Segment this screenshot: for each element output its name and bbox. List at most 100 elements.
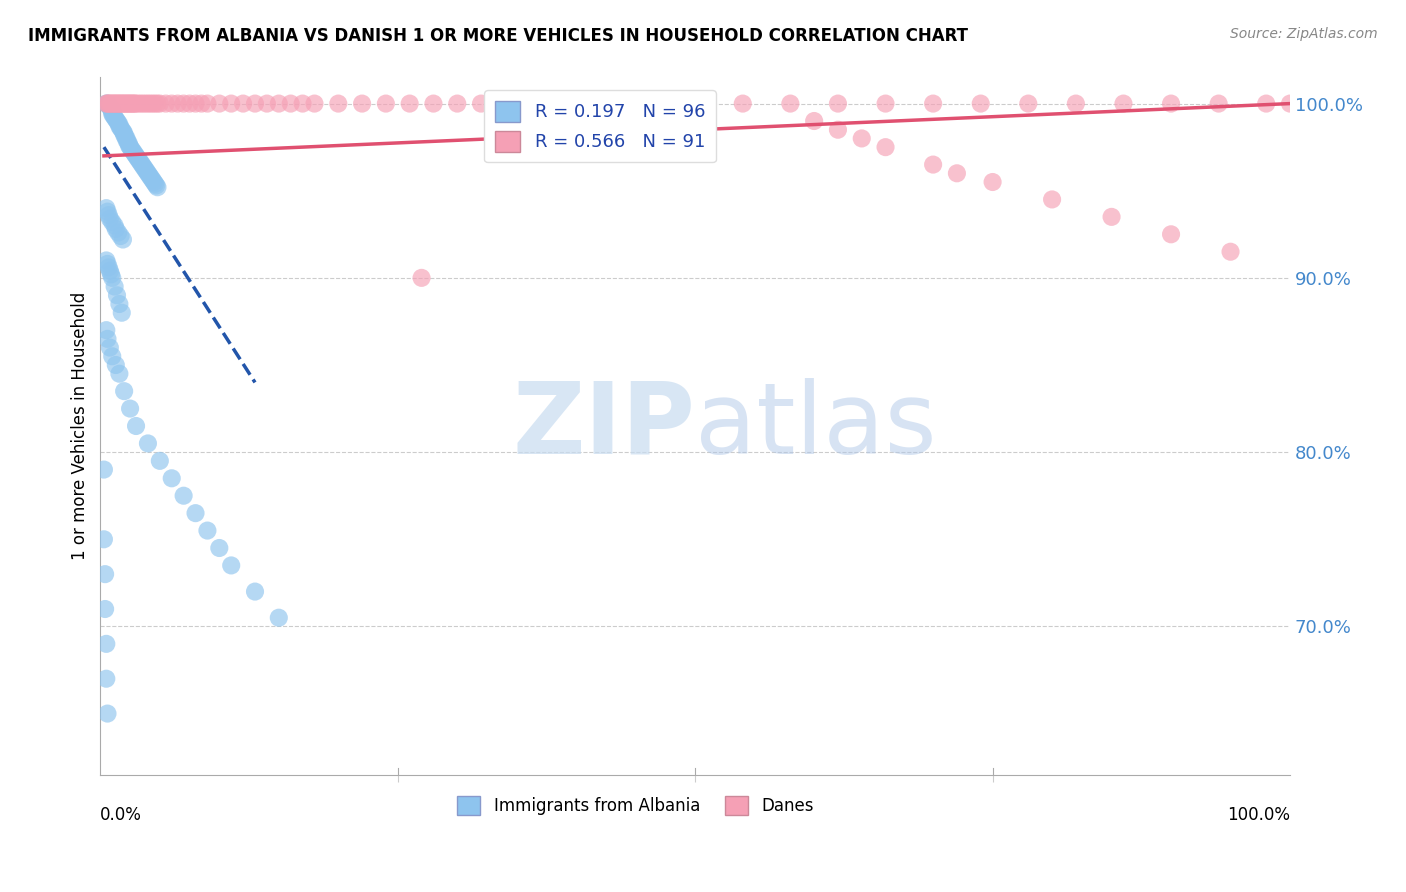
Point — [108, 96, 131, 111]
Point — [115, 96, 138, 111]
Point — [120, 96, 142, 111]
Point — [104, 96, 127, 111]
Point — [96, 323, 118, 337]
Point — [120, 142, 142, 156]
Point — [112, 384, 135, 399]
Point — [267, 611, 290, 625]
Point — [1279, 96, 1302, 111]
Point — [1256, 96, 1278, 111]
Point — [108, 120, 131, 134]
Point — [613, 96, 636, 111]
Point — [208, 541, 231, 555]
Point — [98, 341, 121, 355]
Point — [122, 96, 145, 111]
Point — [1101, 210, 1123, 224]
Point — [304, 96, 326, 111]
Point — [96, 96, 118, 111]
Point — [145, 178, 167, 193]
Point — [118, 136, 141, 151]
Point — [179, 96, 201, 111]
Point — [97, 208, 120, 222]
Point — [1219, 244, 1241, 259]
Point — [136, 166, 159, 180]
Point — [104, 112, 127, 127]
Point — [197, 524, 219, 538]
Point — [121, 144, 143, 158]
Point — [111, 306, 134, 320]
Point — [155, 96, 177, 111]
Point — [104, 111, 127, 125]
Text: ZIP: ZIP — [512, 377, 695, 475]
Point — [922, 158, 945, 172]
Point — [115, 131, 138, 145]
Point — [104, 279, 127, 293]
Point — [411, 271, 433, 285]
Legend: Immigrants from Albania, Danes: Immigrants from Albania, Danes — [450, 789, 821, 822]
Point — [131, 158, 153, 172]
Point — [851, 131, 873, 145]
Point — [470, 96, 492, 111]
Point — [112, 126, 135, 140]
Point — [1160, 227, 1182, 242]
Point — [134, 161, 156, 175]
Point — [132, 159, 155, 173]
Point — [129, 96, 152, 111]
Point — [267, 96, 290, 111]
Point — [96, 253, 118, 268]
Point — [138, 168, 160, 182]
Point — [103, 109, 125, 123]
Point — [96, 96, 118, 111]
Point — [105, 114, 128, 128]
Point — [291, 96, 314, 111]
Point — [374, 96, 396, 111]
Point — [120, 96, 142, 111]
Point — [142, 173, 165, 187]
Point — [101, 107, 124, 121]
Point — [541, 96, 564, 111]
Point — [120, 401, 142, 416]
Point — [142, 96, 165, 111]
Point — [197, 96, 219, 111]
Point — [96, 637, 118, 651]
Point — [104, 222, 127, 236]
Point — [98, 96, 121, 111]
Point — [101, 103, 124, 118]
Point — [127, 151, 149, 165]
Point — [398, 96, 420, 111]
Point — [166, 96, 188, 111]
Text: 0.0%: 0.0% — [100, 806, 142, 824]
Point — [108, 297, 131, 311]
Point — [149, 454, 172, 468]
Point — [446, 96, 468, 111]
Point — [173, 489, 195, 503]
Y-axis label: 1 or more Vehicles in Household: 1 or more Vehicles in Household — [72, 292, 89, 560]
Point — [160, 96, 183, 111]
Point — [97, 260, 120, 275]
Point — [96, 96, 118, 111]
Point — [243, 96, 266, 111]
Point — [107, 226, 129, 240]
Point — [125, 96, 148, 111]
Point — [135, 162, 157, 177]
Point — [100, 268, 122, 282]
Point — [97, 96, 120, 111]
Point — [132, 96, 155, 111]
Point — [160, 471, 183, 485]
Point — [328, 96, 350, 111]
Text: 100.0%: 100.0% — [1227, 806, 1291, 824]
Point — [104, 219, 127, 233]
Point — [135, 96, 157, 111]
Point — [1160, 96, 1182, 111]
Point — [232, 96, 254, 111]
Point — [111, 96, 134, 111]
Point — [101, 215, 124, 229]
Point — [100, 102, 122, 116]
Text: atlas: atlas — [695, 377, 936, 475]
Point — [146, 96, 169, 111]
Point — [779, 96, 801, 111]
Point — [96, 96, 118, 111]
Point — [648, 96, 671, 111]
Point — [114, 129, 136, 144]
Point — [135, 164, 157, 178]
Point — [141, 171, 163, 186]
